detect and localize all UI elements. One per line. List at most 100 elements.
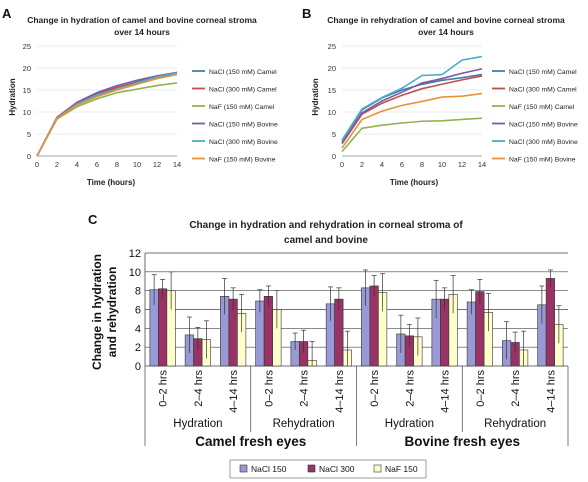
chart-c-legend-label: NaCl 150	[251, 464, 287, 474]
chart-a-xtick: 8	[115, 160, 119, 169]
chart-c-category-label: 0–2 hrs	[263, 370, 275, 407]
chart-c-legend-swatch	[239, 464, 248, 473]
chart-c-group-label: Rehydration	[484, 418, 546, 430]
chart-c-category-label: 4–14 hrs	[545, 370, 557, 413]
chart-c-legend-label: NaF 150	[385, 464, 418, 474]
chart-b-ytick: 25	[328, 42, 336, 51]
chart-a-legend-label: NaF (150 mM) Camel	[209, 104, 275, 111]
chart-a-ytick: 5	[27, 130, 31, 139]
chart-b-series-line	[341, 92, 483, 149]
chart-b-legend-label: NaCl (300 mM) Bovine	[509, 139, 578, 146]
chart-a-legend-label: NaF (150 mM) Bovine	[209, 157, 276, 164]
chart-a-hydration: Change in hydration of camel and bovine …	[8, 15, 278, 187]
chart-b-series-line	[341, 117, 483, 153]
chart-b-xlabel: Time (hours)	[390, 178, 439, 187]
chart-a-legend-label: NaCl (300 mM) Bovine	[209, 139, 278, 146]
chart-c-ylabel-line-1: Change in hydration	[90, 254, 104, 370]
chart-b-xtick: 10	[438, 160, 446, 169]
chart-c-ytick: 10	[129, 267, 141, 279]
chart-a-xtick: 4	[75, 160, 79, 169]
chart-a-xtick: 0	[35, 160, 39, 169]
chart-a-ytick: 10	[23, 108, 31, 117]
chart-b-ytick: 15	[328, 86, 336, 95]
chart-c-category-label: 2–4 hrs	[404, 370, 416, 407]
chart-a-title-line-2: over 14 hours	[114, 27, 170, 37]
chart-c-ytick: 2	[135, 342, 141, 354]
chart-b-ytick: 0	[332, 152, 336, 161]
chart-b-legend-label: NaCl (300 mM) Camel	[509, 87, 577, 94]
panel-label-a: A	[2, 6, 12, 21]
chart-a-series-line	[36, 73, 178, 157]
chart-a-xtick: 2	[55, 160, 59, 169]
chart-c-group-label: Hydration	[385, 418, 434, 430]
chart-b-xtick: 6	[400, 160, 404, 169]
chart-c-category-label: 0–2 hrs	[369, 370, 381, 407]
chart-c-bar	[158, 288, 168, 367]
chart-c-category-label: 2–4 hrs	[193, 370, 205, 407]
chart-b-title-line-1: Change in rehydration of camel and bovin…	[327, 15, 565, 25]
chart-a-series-line	[36, 71, 178, 157]
chart-c-ytick: 8	[135, 286, 141, 298]
chart-a-xtick: 14	[173, 160, 181, 169]
chart-b-series-line	[341, 68, 483, 144]
chart-a-legend-label: NaCl (150 mM) Bovine	[209, 122, 278, 129]
chart-b-ytick: 20	[328, 64, 336, 73]
chart-b-ytick: 5	[332, 130, 336, 139]
chart-c-supergroup-label: Camel fresh eyes	[195, 434, 306, 449]
chart-b-title-line-2: over 14 hours	[418, 27, 474, 37]
chart-b-ytick: 10	[328, 108, 336, 117]
chart-b-ylabel: Hydration	[311, 78, 320, 115]
chart-c-bar	[545, 278, 555, 367]
chart-c-ytick: 6	[135, 305, 141, 317]
chart-c-ytick: 12	[129, 248, 141, 260]
chart-b-xtick: 12	[458, 160, 466, 169]
chart-c-title-line-2: camel and bovine	[284, 235, 368, 246]
chart-c-legend-swatch	[373, 464, 382, 473]
chart-b-legend-label: NaCl (150 mM) Camel	[509, 69, 577, 76]
chart-c-group-label: Hydration	[173, 418, 222, 430]
chart-a-ytick: 0	[27, 152, 31, 161]
chart-b-xtick: 0	[340, 160, 344, 169]
chart-c-category-label: 0–2 hrs	[158, 370, 170, 407]
chart-c-category-label: 2–4 hrs	[299, 370, 311, 407]
chart-a-xlabel: Time (hours)	[87, 178, 136, 187]
chart-c-category-label: 4–14 hrs	[228, 370, 240, 413]
chart-a-title-line-1: Change in hydration of camel and bovine …	[27, 15, 257, 25]
chart-c-ylabel-line-2: and rehydration	[105, 267, 119, 358]
chart-b-xtick: 14	[478, 160, 486, 169]
chart-b-legend-label: NaF (150 mM) Camel	[509, 104, 575, 111]
chart-a-ytick: 20	[23, 64, 31, 73]
chart-a-ytick: 15	[23, 86, 31, 95]
chart-a-xtick: 10	[133, 160, 141, 169]
chart-c-supergroup-label: Bovine fresh eyes	[404, 434, 520, 449]
chart-c-title-line-1: Change in hydration and rehydration in c…	[189, 220, 463, 231]
chart-c-category-label: 4–14 hrs	[440, 370, 452, 413]
chart-a-ytick: 25	[23, 42, 31, 51]
panel-label-b: B	[302, 6, 311, 21]
chart-c-category-label: 4–14 hrs	[334, 370, 346, 413]
panel-label-c: C	[88, 212, 98, 227]
chart-c-legend-box	[229, 459, 427, 479]
chart-a-legend-label: NaCl (150 mM) Camel	[209, 69, 277, 76]
chart-a-xtick: 12	[153, 160, 161, 169]
chart-c-category-label: 2–4 hrs	[510, 370, 522, 407]
chart-b-series-line	[341, 55, 483, 141]
chart-b-legend-label: NaCl (150 mM) Bovine	[509, 122, 578, 129]
chart-c-bars: Change in hydration and rehydration in c…	[90, 220, 569, 479]
chart-b-xtick: 2	[360, 160, 364, 169]
chart-c-ytick: 4	[135, 323, 141, 335]
chart-a-ylabel: Hydration	[8, 78, 17, 115]
chart-c-bar	[369, 285, 379, 367]
chart-b-xtick: 8	[420, 160, 424, 169]
chart-c-legend-label: NaCl 300	[319, 464, 355, 474]
chart-a-series-line	[36, 71, 178, 157]
chart-c-category-label: 0–2 hrs	[475, 370, 487, 407]
chart-a-xtick: 6	[95, 160, 99, 169]
chart-c-ytick: 0	[135, 361, 141, 373]
chart-b-rehydration: Change in rehydration of camel and bovin…	[311, 15, 578, 187]
chart-b-series-line	[341, 75, 483, 145]
chart-c-bar	[263, 296, 273, 367]
chart-b-legend-label: NaF (150 mM) Bovine	[509, 157, 576, 164]
chart-b-xtick: 4	[380, 160, 384, 169]
